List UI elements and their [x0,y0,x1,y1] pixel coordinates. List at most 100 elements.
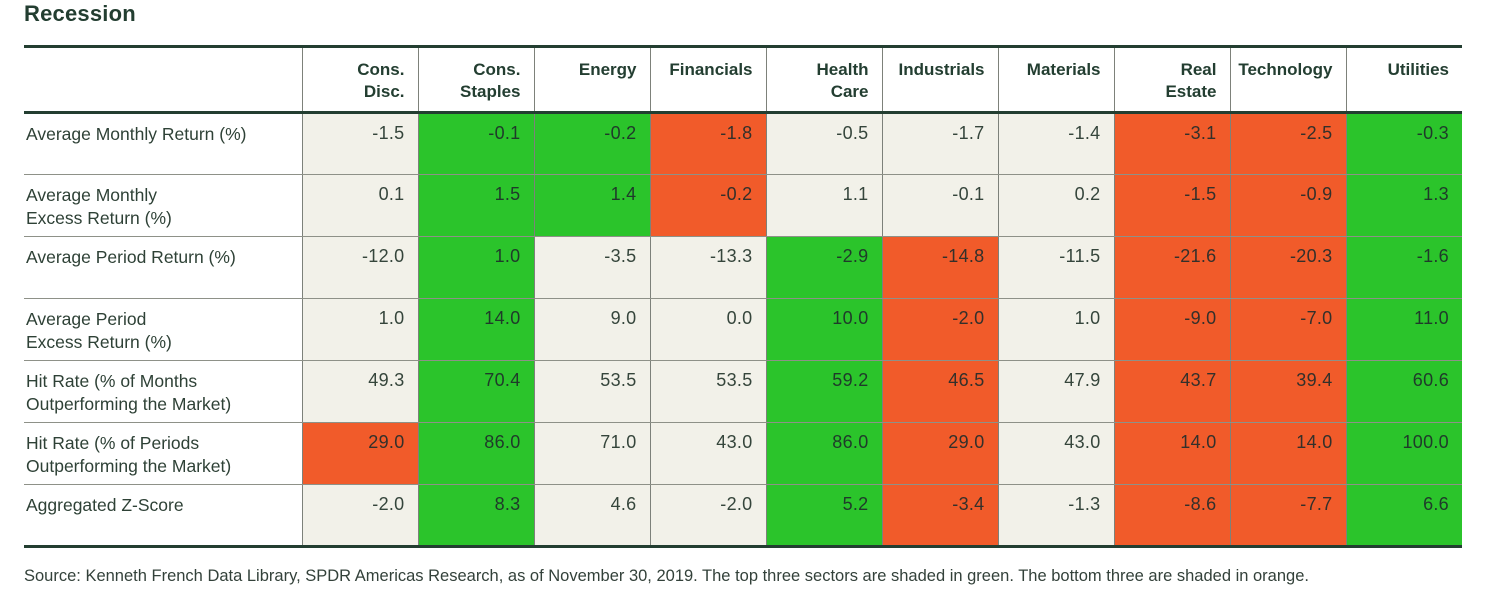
data-cell: -3.1 [1114,112,1231,175]
data-cell: 0.2 [998,174,1115,237]
data-cell: 39.4 [1230,360,1347,423]
data-cell: 70.4 [418,360,535,423]
data-cell: 10.0 [766,298,883,361]
data-cell: 71.0 [534,422,651,485]
data-cell: 0.0 [650,298,767,361]
data-cell: 4.6 [534,484,651,548]
data-cell: -1.5 [1114,174,1231,237]
data-cell: -13.3 [650,236,767,299]
row-label: Average Period Return (%) [24,236,303,299]
row-label: Average Monthly Excess Return (%) [24,174,303,237]
data-cell: 1.5 [418,174,535,237]
data-cell: -1.3 [998,484,1115,548]
column-header-technology: Technology [1230,45,1347,114]
data-cell: 5.2 [766,484,883,548]
data-cell: -20.3 [1230,236,1347,299]
table-row: Average Monthly Excess Return (%) 0.1 1.5 1… [24,174,1462,237]
data-cell: 1.0 [302,298,419,361]
data-cell: 14.0 [418,298,535,361]
table-row: Hit Rate (% of Months Outperforming the … [24,360,1462,423]
data-cell: 100.0 [1346,422,1462,485]
data-cell: 1.4 [534,174,651,237]
column-header-real-estate: Real Estate [1114,45,1231,114]
header-row: Cons. Disc. Cons. Staples Energy Financi… [24,45,1462,114]
row-label-header [24,45,303,114]
column-header-utilities: Utilities [1346,45,1462,114]
data-cell: 14.0 [1114,422,1231,485]
column-header-industrials: Industrials [882,45,999,114]
data-cell: 49.3 [302,360,419,423]
column-header-cons-disc: Cons. Disc. [302,45,419,114]
data-cell: 53.5 [534,360,651,423]
data-cell: 43.7 [1114,360,1231,423]
table-body: Average Monthly Return (%) -1.5 -0.1 -0.2 -1… [24,112,1462,548]
data-cell: 1.1 [766,174,883,237]
data-cell: 1.3 [1346,174,1462,237]
row-label: Aggregated Z-Score [24,484,303,548]
data-cell: 11.0 [1346,298,1462,361]
data-cell: -11.5 [998,236,1115,299]
table-row: Average Monthly Return (%) -1.5 -0.1 -0.2 -1… [24,112,1462,175]
column-header-materials: Materials [998,45,1115,114]
data-cell: 29.0 [882,422,999,485]
data-cell: -3.5 [534,236,651,299]
row-label: Hit Rate (% of Periods Outperforming the… [24,422,303,485]
row-label: Hit Rate (% of Months Outperforming the … [24,360,303,423]
table-row: Aggregated Z-Score -2.0 8.3 4.6 -2.0 5.2 -3.4-… [24,484,1462,548]
data-cell: -2.5 [1230,112,1347,175]
data-cell: -7.7 [1230,484,1347,548]
recession-sector-table: Cons. Disc. Cons. Staples Energy Financi… [24,45,1462,548]
table-row: Average Period Return (%) -12.0 1.0 -3.5 -13… [24,236,1462,299]
data-cell: -0.2 [650,174,767,237]
data-cell: 1.0 [998,298,1115,361]
data-cell: -1.5 [302,112,419,175]
data-cell: 43.0 [650,422,767,485]
data-cell: 14.0 [1230,422,1347,485]
row-label: Average Period Excess Return (%) [24,298,303,361]
data-cell: 47.9 [998,360,1115,423]
data-cell: -12.0 [302,236,419,299]
data-cell: -2.9 [766,236,883,299]
data-cell: -21.6 [1114,236,1231,299]
data-cell: 8.3 [418,484,535,548]
data-cell: 59.2 [766,360,883,423]
data-cell: -14.8 [882,236,999,299]
data-cell: -7.0 [1230,298,1347,361]
data-cell: -2.0 [302,484,419,548]
data-cell: 43.0 [998,422,1115,485]
data-cell: 53.5 [650,360,767,423]
table-row: Hit Rate (% of Periods Outperforming the… [24,422,1462,485]
page-title: Recession [24,1,136,26]
data-cell: 29.0 [302,422,419,485]
data-cell: 46.5 [882,360,999,423]
data-cell: -2.0 [650,484,767,548]
data-cell: -1.4 [998,112,1115,175]
data-cell: 1.0 [418,236,535,299]
data-cell: 60.6 [1346,360,1462,423]
data-cell: -0.1 [418,112,535,175]
column-header-financials: Financials [650,45,767,114]
data-cell: -8.6 [1114,484,1231,548]
data-cell: 9.0 [534,298,651,361]
column-header-cons-staples: Cons. Staples [418,45,535,114]
data-cell: 6.6 [1346,484,1462,548]
data-cell: -1.7 [882,112,999,175]
data-cell: -1.6 [1346,236,1462,299]
data-cell: -0.5 [766,112,883,175]
data-cell: -0.3 [1346,112,1462,175]
data-cell: 86.0 [766,422,883,485]
data-cell: -2.0 [882,298,999,361]
table-row: Average Period Excess Return (%) 1.0 14.0 9… [24,298,1462,361]
data-cell: 86.0 [418,422,535,485]
data-cell: -3.4 [882,484,999,548]
source-note: Source: Kenneth French Data Library, SPD… [24,566,1309,585]
row-label: Average Monthly Return (%) [24,112,303,175]
data-cell: -0.9 [1230,174,1347,237]
data-cell: 0.1 [302,174,419,237]
data-cell: -0.1 [882,174,999,237]
column-header-energy: Energy [534,45,651,114]
column-header-health-care: Health Care [766,45,883,114]
data-cell: -1.8 [650,112,767,175]
table-header: Cons. Disc. Cons. Staples Energy Financi… [24,45,1462,114]
